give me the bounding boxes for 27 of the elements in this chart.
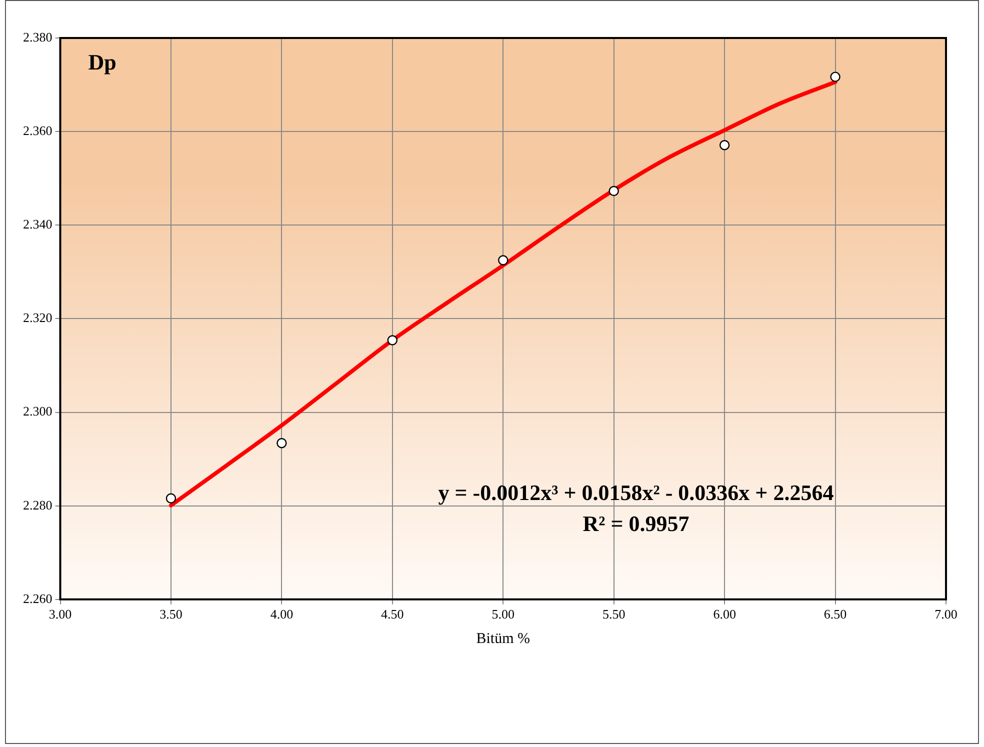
y-tick-label: 2.300 (23, 404, 52, 419)
x-axis-title: Bitüm % (476, 630, 530, 647)
x-tick-label: 6.00 (713, 606, 736, 622)
annotation: y = -0.0012x³ + 0.0158x² - 0.0336x + 2.2564 (438, 480, 834, 506)
point (608, 186, 619, 196)
x-tick-label: 5.00 (492, 606, 514, 622)
x-tick-label: 4.50 (381, 606, 404, 622)
annotation: R² = 0.9957 (582, 511, 690, 536)
x-tick-label: 6.50 (824, 606, 847, 622)
x-tick-label: 4.00 (270, 606, 294, 622)
y-tick-label: 2.320 (23, 310, 52, 326)
y-tick-label: 2.260 (23, 590, 52, 606)
point (387, 335, 398, 346)
point (719, 140, 730, 150)
point (498, 255, 508, 266)
point (276, 438, 287, 448)
y-tick-label: 2.280 (23, 497, 52, 512)
x-tick-label: 3.00 (48, 606, 72, 622)
point (830, 72, 840, 82)
x-tick-label: 3.50 (160, 606, 182, 622)
x-tick-label: 5.50 (602, 606, 626, 622)
x-tick-label: 7.00 (934, 606, 958, 622)
annotation: Dp (88, 50, 116, 75)
y-tick-label: 2.380 (23, 29, 52, 44)
y-tick-label: 2.340 (23, 216, 52, 232)
point (166, 493, 176, 504)
y-tick-label: 2.360 (23, 122, 52, 138)
